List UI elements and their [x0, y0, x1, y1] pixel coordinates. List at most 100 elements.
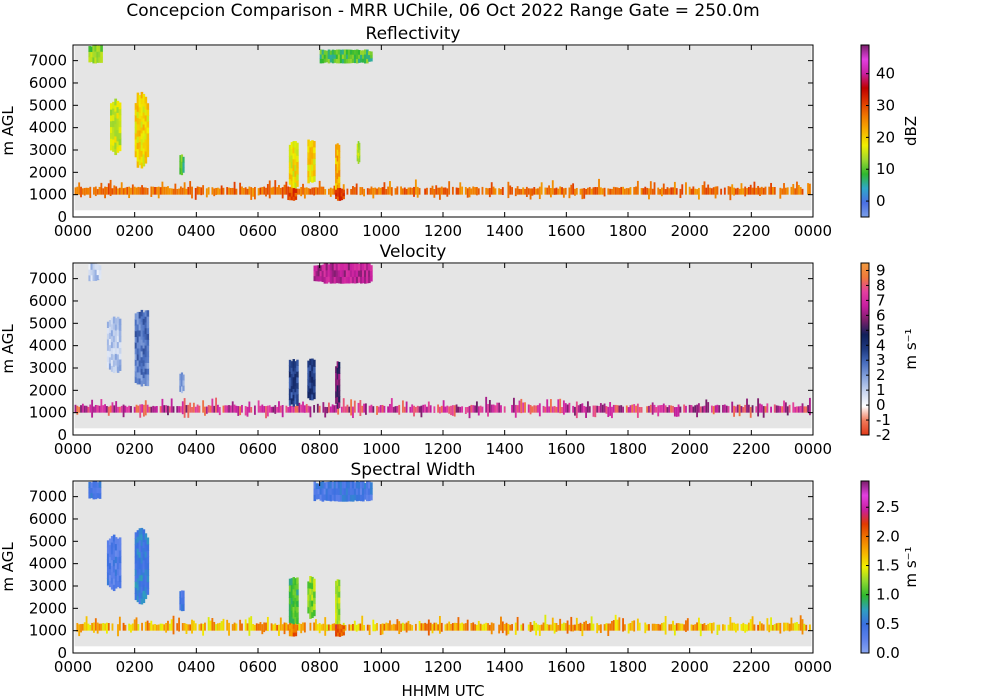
- band-cell: [518, 400, 521, 413]
- band-cell: [133, 186, 136, 195]
- echo-cell: [134, 336, 138, 343]
- echo-cell: [333, 58, 337, 63]
- figure-title: Concepcion Comparison - MRR UChile, 06 O…: [126, 1, 759, 21]
- echo-cell: [140, 527, 144, 535]
- echo-cell: [136, 377, 140, 385]
- echo-cell: [146, 109, 150, 116]
- band-cell: [475, 401, 478, 413]
- band-cell: [514, 404, 517, 418]
- echo-cell: [309, 606, 312, 613]
- echo-cell: [359, 50, 363, 55]
- echo-cell: [362, 54, 365, 59]
- echo-cell: [313, 609, 316, 617]
- band-cell: [98, 186, 101, 195]
- band-cell: [141, 622, 143, 631]
- echo-cell: [140, 121, 144, 128]
- x-tick-label: 1800: [609, 658, 647, 676]
- echo-cell: [92, 269, 96, 276]
- band-cell: [481, 406, 484, 413]
- band-cell: [420, 405, 423, 418]
- echo-cell: [357, 487, 361, 495]
- echo-cell: [180, 379, 184, 387]
- echo-cell: [138, 118, 142, 125]
- band-cell: [562, 188, 565, 198]
- echo-cell: [106, 540, 110, 548]
- band-cell: [755, 187, 758, 195]
- x-tick-label: 1400: [486, 440, 524, 458]
- echo-cell: [142, 105, 146, 113]
- band-cell: [790, 617, 793, 631]
- echo-cell: [336, 361, 339, 368]
- band-cell: [394, 188, 397, 195]
- echo-cell: [134, 359, 138, 366]
- band-cell: [96, 189, 99, 195]
- echo-cell: [336, 367, 339, 374]
- echo-cell: [335, 263, 339, 271]
- echo-cell: [88, 481, 92, 488]
- band-cell: [672, 187, 674, 195]
- band-cell: [342, 184, 345, 195]
- band-cell: [329, 624, 332, 631]
- echo-cell: [92, 50, 95, 58]
- band-cell: [544, 187, 547, 195]
- band-cell: [494, 405, 497, 413]
- band-cell: [376, 405, 378, 415]
- echo-cell: [296, 393, 299, 401]
- band-cell: [196, 186, 199, 195]
- band-cell: [167, 620, 169, 631]
- band-cell: [316, 624, 319, 631]
- echo-cell: [110, 317, 114, 325]
- echo-cell: [136, 371, 140, 379]
- band-cell: [302, 401, 304, 413]
- x-tick-label: 1800: [609, 440, 647, 458]
- band-cell: [168, 623, 171, 631]
- y-tick-label: 0: [57, 208, 67, 226]
- echo-cell: [296, 617, 299, 625]
- band-cell: [622, 186, 624, 195]
- echo-cell: [357, 481, 361, 489]
- echo-cell: [307, 164, 310, 172]
- echo-cell: [144, 102, 148, 110]
- band-cell: [655, 407, 658, 413]
- echo-cell: [144, 586, 148, 594]
- band-cell: [716, 404, 719, 413]
- echo-cell: [307, 366, 310, 374]
- band-cell: [424, 188, 427, 195]
- band-cell: [100, 399, 103, 413]
- y-tick-label: 2000: [29, 163, 67, 181]
- band-cell: [189, 624, 192, 631]
- band-cell: [694, 624, 697, 631]
- band-cell: [524, 402, 526, 413]
- band-cell: [81, 188, 84, 195]
- band-cell: [155, 186, 158, 195]
- echo-cell: [292, 182, 295, 189]
- x-tick-label: 0200: [116, 222, 154, 240]
- echo-cell: [294, 141, 297, 148]
- band-cell: [372, 406, 375, 413]
- echo-cell: [136, 329, 140, 337]
- band-cell: [498, 624, 501, 634]
- band-cell: [736, 404, 739, 413]
- y-tick-label: 3000: [29, 141, 67, 159]
- band-cell: [527, 188, 530, 195]
- echo-cell: [94, 263, 98, 270]
- echo-cell: [336, 384, 339, 392]
- band-cell: [660, 405, 663, 413]
- band-cell: [451, 623, 454, 631]
- echo-cell: [110, 565, 114, 572]
- x-tick-label: 2000: [671, 658, 709, 676]
- echo-cell: [112, 341, 116, 349]
- band-cell: [633, 187, 636, 195]
- band-cell: [163, 186, 166, 195]
- echo-cell: [317, 488, 321, 495]
- echo-cell: [364, 488, 367, 495]
- band-cell: [450, 405, 452, 416]
- x-tick-label: 1200: [424, 440, 462, 458]
- band-cell: [298, 402, 301, 413]
- colorbar-label: m s⁻¹: [902, 328, 920, 369]
- echo-cell: [140, 91, 144, 99]
- echo-cell: [108, 338, 112, 346]
- band-cell: [239, 182, 242, 195]
- band-cell: [801, 619, 804, 635]
- band-cell: [646, 624, 649, 631]
